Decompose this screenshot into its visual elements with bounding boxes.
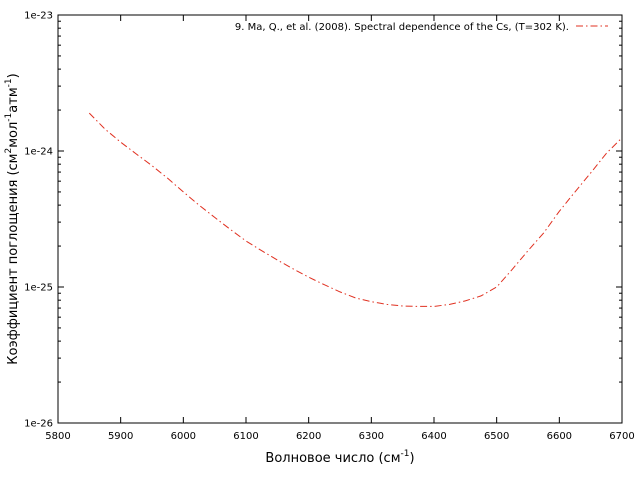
y-axis-title-part-1: 2 (4, 148, 14, 154)
x-tick-label: 6700 (609, 431, 634, 442)
y-tick-label: 1e-24 (24, 147, 53, 158)
x-tick-label: 6300 (359, 431, 384, 442)
y-tick-label: 1e-26 (24, 419, 53, 430)
y-axis-title-part-3: -1 (4, 113, 14, 122)
y-axis-title: Коэффициент поглощения (см2мол-1атм-1) (4, 73, 21, 364)
y-axis-title-part-4: атм (6, 87, 21, 112)
x-tick-label: 6200 (296, 431, 321, 442)
y-axis-title-part-2: мол (6, 122, 21, 148)
x-tick-label: 6000 (171, 431, 196, 442)
x-tick-label: 6600 (547, 431, 572, 442)
y-axis-title-part-6: ) (6, 73, 21, 78)
y-tick-label: 1e-25 (24, 283, 53, 294)
legend-label: 9. Ma, Q., et al. (2008). Spectral depen… (235, 22, 569, 33)
x-tick-label: 5900 (108, 431, 133, 442)
x-tick-label: 6100 (233, 431, 258, 442)
x-tick-label: 5800 (45, 431, 70, 442)
y-tick-label: 1e-23 (24, 11, 53, 22)
x-axis-title-end: ) (409, 451, 414, 466)
legend: 9. Ma, Q., et al. (2008). Spectral depen… (235, 22, 608, 33)
x-axis: 5800 5900 6000 6100 6200 6300 6400 6500 6600 6700 (45, 15, 635, 442)
x-axis-title-main: Волновое число (см (265, 451, 400, 466)
series-line (88, 112, 623, 307)
plot-frame (57, 14, 623, 424)
x-axis-title-sup: -1 (401, 449, 410, 459)
y-axis: 1e-26 1e-25 1e-24 1e-23 (24, 11, 622, 430)
y-axis-title-part-0: Коэффициент поглощения (см (6, 154, 21, 365)
y-axis-title-part-5: -1 (4, 78, 14, 87)
x-tick-label: 6400 (421, 431, 446, 442)
series-group (88, 112, 623, 307)
x-tick-label: 6500 (484, 431, 509, 442)
x-axis-title: Волновое число (см-1) (265, 449, 414, 466)
